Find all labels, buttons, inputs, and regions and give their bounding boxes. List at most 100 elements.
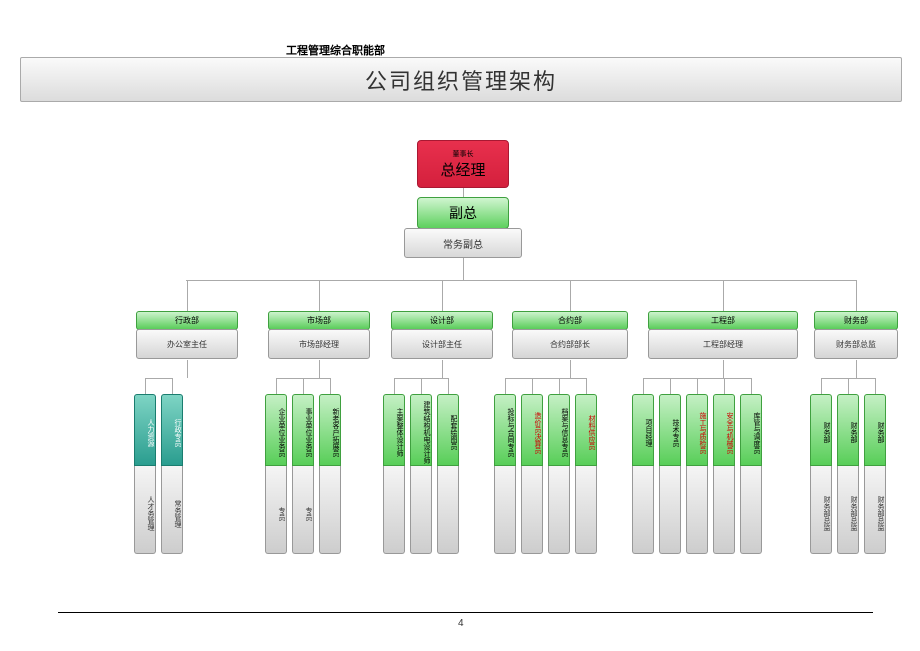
leaf-top: 事业单位业务员 — [292, 394, 314, 466]
connector — [172, 378, 173, 394]
leaf-top: 技术专员 — [659, 394, 681, 466]
leaf-top: 配套绘图员 — [437, 394, 459, 466]
dept-head: 工程部 — [648, 311, 798, 330]
dept-head: 财务部 — [814, 311, 898, 330]
leaf-item: 投标与合同专员 — [494, 394, 516, 554]
dept-sub: 工程部经理 — [648, 329, 798, 359]
leaf-item: 档案与信息专员 — [548, 394, 570, 554]
dept-group: 设计部设计部主任 — [391, 311, 493, 359]
leaf-bot: 专员 — [265, 466, 287, 554]
connector — [724, 378, 725, 394]
connector — [442, 360, 443, 378]
leaf-bot — [659, 466, 681, 554]
connector — [697, 378, 698, 394]
leaf-top: 财务部 — [864, 394, 886, 466]
leaf-top: 主案整体设计师 — [383, 394, 405, 466]
title-bar: 公司组织管理架构 — [20, 57, 902, 102]
connector — [187, 280, 188, 311]
dept-group: 合约部合约部部长 — [512, 311, 628, 359]
leaf-item: 施工与质检员 — [686, 394, 708, 554]
connector — [330, 378, 331, 394]
connector — [532, 378, 533, 394]
leaf-item: 项目经理 — [632, 394, 654, 554]
leaf-row: 企业单位业务员专员事业单位业务员专员新老客户拓展员 — [265, 394, 341, 554]
leaf-top: 建筑结构机电设计师 — [410, 394, 432, 466]
leaf-item: 财务部财务部总监 — [837, 394, 859, 554]
connector — [145, 378, 172, 379]
dept-head: 市场部 — [268, 311, 370, 330]
connector — [442, 280, 443, 311]
dept-group: 行政部办公室主任 — [136, 311, 238, 359]
dept-group: 市场部市场部经理 — [268, 311, 370, 359]
exec-vp-box: 常务副总 — [404, 228, 522, 258]
leaf-item: 技术专员 — [659, 394, 681, 554]
leaf-bot — [410, 466, 432, 554]
leaf-top: 档案与信息专员 — [548, 394, 570, 466]
leaf-bot: 财务部总监 — [864, 466, 886, 554]
connector — [187, 360, 188, 378]
connector — [723, 280, 724, 311]
connector — [319, 280, 320, 311]
leaf-item: 行政专员常务管理 — [161, 394, 183, 554]
leaf-top: 人力资源 — [134, 394, 156, 466]
leaf-top: 投标与合同专员 — [494, 394, 516, 466]
dept-head: 合约部 — [512, 311, 628, 330]
footer-rule — [58, 612, 873, 613]
leaf-top: 行政专员 — [161, 394, 183, 466]
leaf-row: 项目经理技术专员施工与质检员安全与机械员库管与调度员 — [632, 394, 762, 554]
dept-group: 工程部工程部经理 — [648, 311, 798, 359]
connector — [821, 378, 822, 394]
connector — [303, 378, 304, 394]
leaf-bot — [632, 466, 654, 554]
leaf-item: 企业单位业务员专员 — [265, 394, 287, 554]
leaf-item: 事业单位业务员专员 — [292, 394, 314, 554]
ceo-box: 董事长 总经理 — [417, 140, 509, 188]
dept-group: 财务部财务部总监 — [814, 311, 898, 359]
leaf-item: 人力资源人才务管理 — [134, 394, 156, 554]
leaf-item: 库管与调度员 — [740, 394, 762, 554]
chairman-label: 董事长 — [453, 149, 474, 159]
dept-sub: 财务部总监 — [814, 329, 898, 359]
leaf-bot — [521, 466, 543, 554]
leaf-top: 库管与调度员 — [740, 394, 762, 466]
connector — [145, 378, 146, 394]
leaf-row: 财务部财务部总监财务部财务部总监财务部财务部总监 — [810, 394, 886, 554]
leaf-item: 建筑结构机电设计师 — [410, 394, 432, 554]
leaf-bot — [319, 466, 341, 554]
connector — [276, 378, 277, 394]
connector — [505, 378, 506, 394]
leaf-bot — [686, 466, 708, 554]
connector — [394, 378, 395, 394]
connector — [643, 378, 644, 394]
connector — [448, 378, 449, 394]
leaf-top: 财务部 — [837, 394, 859, 466]
leaf-bot — [383, 466, 405, 554]
leaf-item: 配套绘图员 — [437, 394, 459, 554]
leaf-bot — [575, 466, 597, 554]
dept-sub: 设计部主任 — [391, 329, 493, 359]
leaf-item: 主案整体设计师 — [383, 394, 405, 554]
leaf-item: 安全与机械员 — [713, 394, 735, 554]
leaf-top: 财务部 — [810, 394, 832, 466]
dept-sub: 合约部部长 — [512, 329, 628, 359]
leaf-bot — [713, 466, 735, 554]
leaf-top: 施工与质检员 — [686, 394, 708, 466]
leaf-top: 安全与机械员 — [713, 394, 735, 466]
dept-sub: 市场部经理 — [268, 329, 370, 359]
leaf-row: 主案整体设计师建筑结构机电设计师配套绘图员 — [383, 394, 459, 554]
header-label: 工程管理综合职能部 — [286, 42, 385, 58]
leaf-item: 新老客户拓展员 — [319, 394, 341, 554]
connector — [670, 378, 671, 394]
leaf-bot: 财务部总监 — [837, 466, 859, 554]
leaf-bot: 常务管理 — [161, 466, 183, 554]
connector — [856, 360, 857, 378]
leaf-top: 项目经理 — [632, 394, 654, 466]
leaf-bot: 专员 — [292, 466, 314, 554]
leaf-bot — [740, 466, 762, 554]
page-number: 4 — [458, 618, 464, 629]
leaf-bot — [437, 466, 459, 554]
connector — [875, 378, 876, 394]
connector — [559, 378, 560, 394]
leaf-bot: 财务部总监 — [810, 466, 832, 554]
leaf-bot — [494, 466, 516, 554]
